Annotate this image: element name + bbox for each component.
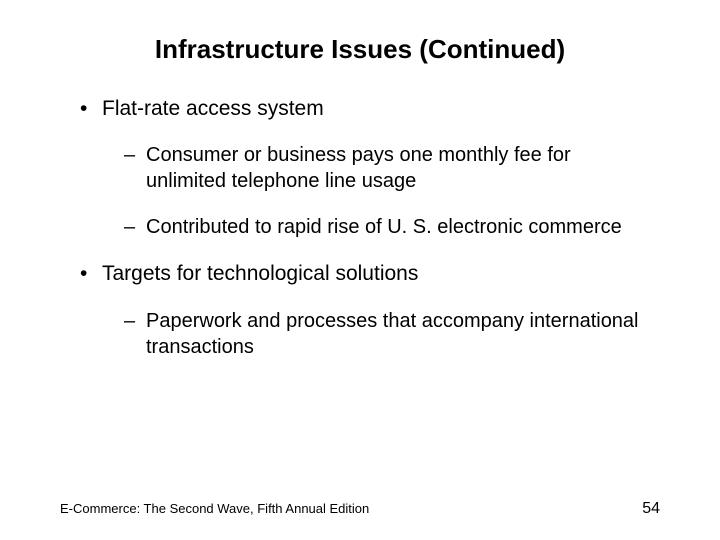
bullet-text: Paperwork and processes that accompany i… bbox=[146, 310, 639, 358]
bullet-level-1: Flat-rate access system bbox=[80, 95, 660, 122]
slide-container: Infrastructure Issues (Continued) Flat-r… bbox=[0, 0, 720, 540]
slide-title: Infrastructure Issues (Continued) bbox=[60, 34, 660, 65]
bullet-text: Flat-rate access system bbox=[102, 97, 324, 120]
bullet-text: Contributed to rapid rise of U. S. elect… bbox=[146, 216, 622, 238]
bullet-text: Targets for technological solutions bbox=[102, 262, 418, 285]
footer-source: E-Commerce: The Second Wave, Fifth Annua… bbox=[60, 501, 369, 516]
page-number: 54 bbox=[642, 500, 660, 518]
bullet-text: Consumer or business pays one monthly fe… bbox=[146, 144, 571, 192]
slide-footer: E-Commerce: The Second Wave, Fifth Annua… bbox=[60, 500, 660, 518]
bullet-level-2: Contributed to rapid rise of U. S. elect… bbox=[124, 214, 654, 240]
bullet-level-1: Targets for technological solutions bbox=[80, 260, 660, 287]
bullet-level-2: Consumer or business pays one monthly fe… bbox=[124, 142, 654, 194]
bullet-level-2: Paperwork and processes that accompany i… bbox=[124, 308, 654, 360]
